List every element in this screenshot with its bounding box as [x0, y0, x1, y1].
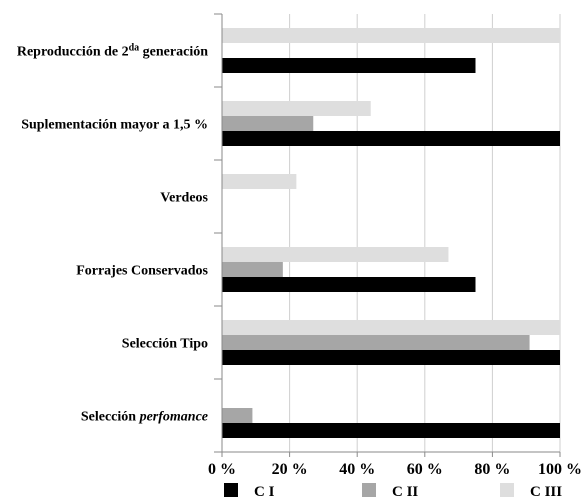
- legend-swatch-cii: [362, 483, 376, 497]
- x-tick-label: 20 %: [272, 461, 308, 478]
- bar-ci-0: [222, 58, 476, 73]
- tick-labels: 0 % 20 % 40 % 60 % 80 % 100 %: [208, 461, 582, 478]
- category-labels: Reproducción de 2da generación Suplementa…: [17, 42, 209, 425]
- axis-layer: [214, 13, 561, 457]
- bar-ci-4: [222, 350, 560, 365]
- bar-ci-5: [222, 423, 560, 438]
- category-label: Selección Tipo: [122, 337, 208, 352]
- bar-ci-1: [222, 131, 560, 146]
- category-label: Verdeos: [160, 191, 208, 206]
- bar-cii-1: [222, 116, 314, 131]
- bar-cii-5: [222, 408, 253, 423]
- bar-ciii-0: [222, 28, 560, 43]
- legend-label: C I: [254, 484, 275, 499]
- legend-swatch-ci: [224, 483, 238, 497]
- category-label: Suplementación mayor a 1,5 %: [21, 118, 208, 133]
- category-label: Selección perfomance: [81, 410, 208, 425]
- bar-ciii-4: [222, 320, 560, 335]
- bar-ciii-1: [222, 101, 371, 116]
- bar-ci-3: [222, 277, 476, 292]
- category-label: Reproducción de 2da generación: [17, 42, 208, 60]
- category-label: Forrajes Conservados: [76, 264, 208, 279]
- x-tick-label: 40 %: [339, 461, 375, 478]
- bar-ciii-2: [222, 174, 297, 189]
- legend-label: C II: [392, 484, 418, 499]
- bar-cii-4: [222, 335, 530, 350]
- bar-ciii-3: [222, 247, 449, 262]
- x-tick-label: 80 %: [474, 461, 510, 478]
- bars-layer: [222, 28, 560, 438]
- legend: C I C II C III: [224, 483, 562, 499]
- bar-cii-3: [222, 262, 283, 277]
- grid-layer: [289, 14, 561, 452]
- x-tick-label: 60 %: [407, 461, 443, 478]
- legend-label: C III: [530, 484, 562, 499]
- x-tick-label: 0 %: [208, 461, 236, 478]
- legend-swatch-ciii: [500, 483, 514, 497]
- x-tick-label: 100 %: [538, 461, 582, 478]
